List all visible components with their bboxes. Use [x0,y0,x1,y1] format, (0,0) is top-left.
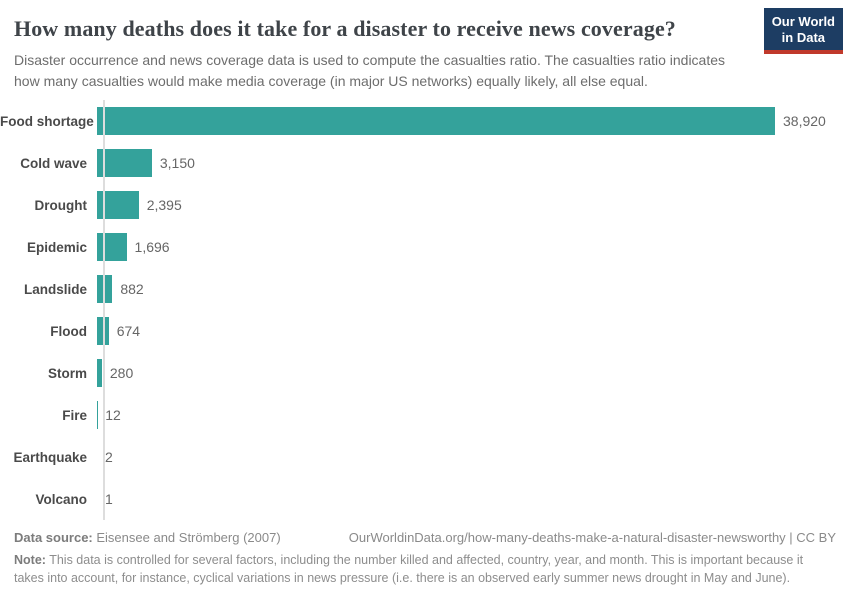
category-label: Earthquake [13,449,87,465]
bar-track: 1,696 [97,226,850,268]
bar-row: Volcano 1 [0,478,850,520]
data-source-label: Data source: [14,530,93,545]
logo-line-1: Our World [771,14,835,29]
note-label: Note: [14,553,46,567]
logo-line-2: in Data [781,30,826,45]
bar-row: Earthquake 2 [0,436,850,478]
bar-track: 674 [97,310,850,352]
value-label: 674 [116,323,141,339]
category-label: Epidemic [26,239,87,255]
bar-row: Flood 674 [0,310,850,352]
bar-row: Fire 12 [0,394,850,436]
chart-footer: Data source: Eisensee and Strömberg (200… [14,530,836,587]
bar-chart: Food shortage 38,920 Cold wave 3,150 Drought… [0,100,850,520]
bar-row: Drought 2,395 [0,184,850,226]
bar-row: Food shortage 38,920 [0,100,850,142]
bar-row: Cold wave 3,150 [0,142,850,184]
bar-track: 12 [97,394,850,436]
category-label: Food shortage [0,113,94,129]
bar-track: 38,920 [97,100,850,142]
data-source-text: Eisensee and Strömberg (2007) [96,530,281,545]
value-label: 882 [120,281,144,297]
bar-track: 3,150 [97,142,850,184]
source-row: Data source: Eisensee and Strömberg (200… [14,530,836,545]
bar-track: 280 [97,352,850,394]
bar[interactable] [97,359,102,387]
category-label: Flood [50,323,87,339]
chart-note: Note: This data is controlled for severa… [14,551,836,587]
bar[interactable] [97,149,152,177]
value-label: 2,395 [146,197,182,213]
chart-subtitle: Disaster occurrence and news coverage da… [14,52,726,89]
bar-track: 2 [97,436,850,478]
chart-header: How many deaths does it take for a disas… [0,0,850,92]
category-label: Fire [62,407,87,423]
value-label: 280 [109,365,134,381]
page-title: How many deaths does it take for a disas… [14,16,676,41]
value-label: 3,150 [159,155,195,171]
category-label: Cold wave [20,155,87,171]
category-label: Storm [47,365,87,381]
bar-track: 2,395 [97,184,850,226]
bar[interactable] [97,317,109,345]
value-label: 1 [105,491,113,507]
bar-track: 882 [97,268,850,310]
bar-row: Landslide 882 [0,268,850,310]
category-label: Landslide [23,281,87,297]
bar-rows-container: Food shortage 38,920 Cold wave 3,150 Drought… [0,100,850,520]
value-label: 1,696 [134,239,170,255]
y-axis-line [103,100,105,520]
data-source: Data source: Eisensee and Strömberg (200… [14,530,281,545]
citation-url: OurWorldinData.org/how-many-deaths-make-… [348,530,836,545]
bar[interactable] [97,107,775,135]
value-label: 38,920 [783,113,826,129]
value-label: 2 [105,449,113,465]
category-label: Drought [34,197,87,213]
bar-track: 1 [97,478,850,520]
bar[interactable] [97,233,127,261]
owid-logo: Our World in Data [763,8,843,54]
category-label: Volcano [35,491,87,507]
bar-row: Storm 280 [0,352,850,394]
value-label: 12 [105,407,121,423]
note-text: This data is controlled for several fact… [14,553,804,585]
bar-row: Epidemic 1,696 [0,226,850,268]
